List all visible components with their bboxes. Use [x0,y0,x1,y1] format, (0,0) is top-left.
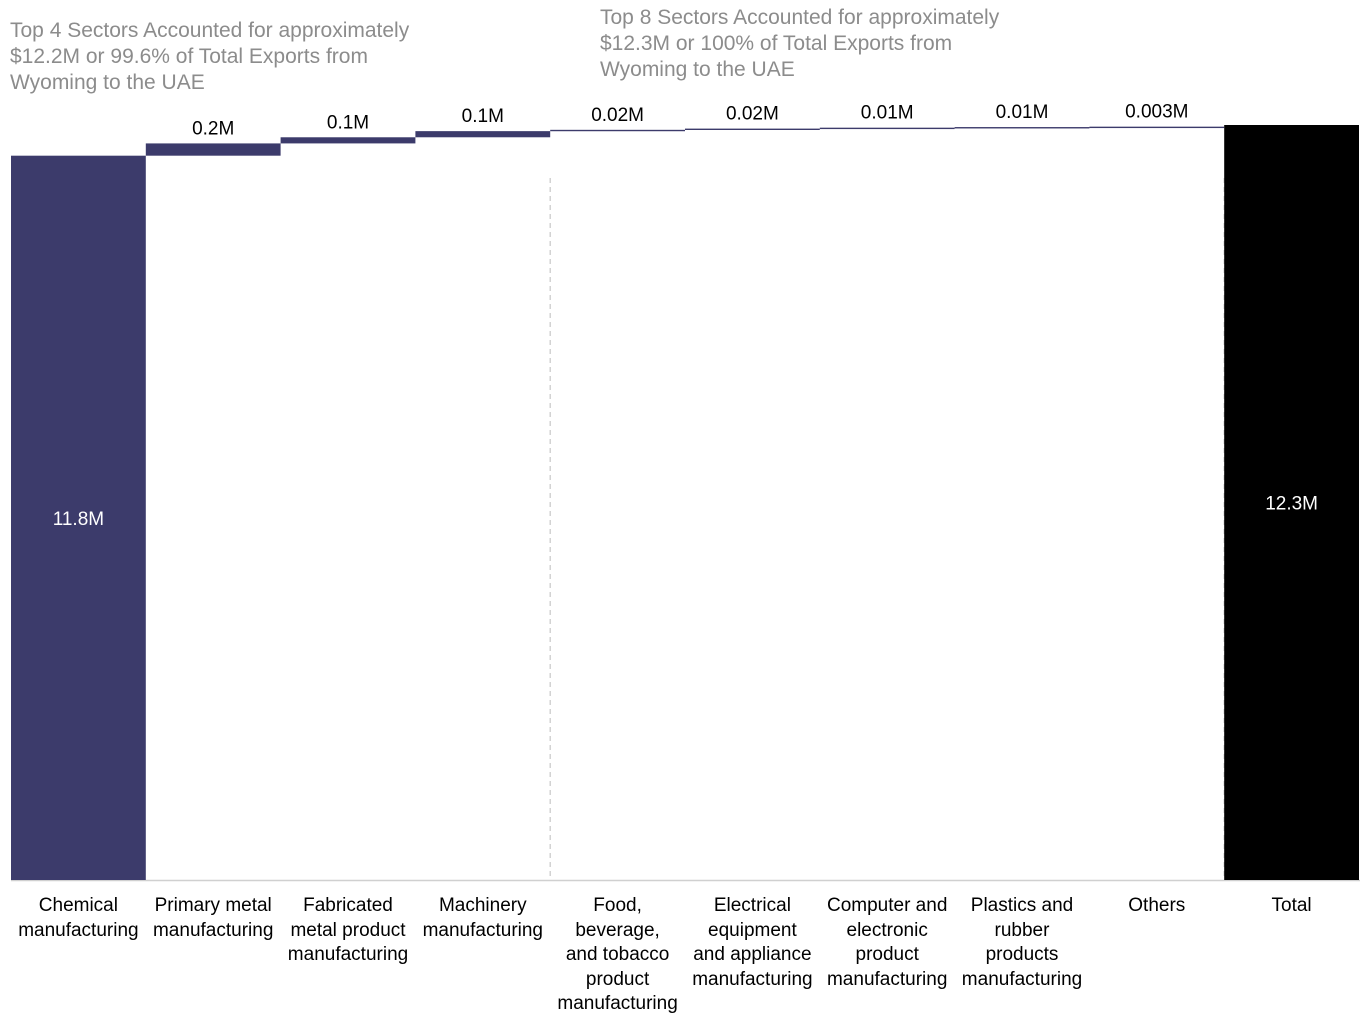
category-label-line: product [585,968,650,990]
category-label-line: Computer and [826,895,948,916]
annotation-line: Top 4 Sectors Accounted for approximatel… [10,19,410,42]
bar-6 [819,127,955,130]
category-label-line: Fabricated [303,895,393,916]
category-label-line: Others [1128,895,1186,916]
annotation-top8: Top 8 Sectors Accounted for approximatel… [600,5,999,83]
value-label-0: 11.8M [53,509,104,530]
bar-3 [415,131,551,138]
bar-4 [550,129,685,132]
category-label-5: Electrical equipment and appliance manufact… [677,894,827,992]
category-label-line: product [855,944,919,965]
category-label-line: manufacturing [287,944,409,965]
category-label-line: Primary metal [154,895,272,916]
bar-total [1224,125,1359,880]
category-label-7: Plastics and rubber products manufacturing [947,894,1097,992]
annotation-line: Top 8 Sectors Accounted for approximatel… [600,6,1000,29]
category-label-3: Machinery manufacturing [408,894,558,943]
category-label-line: manufacturing [422,919,543,941]
bar-1 [145,143,281,156]
annotation-line: $12.2M or 99.6% of Total Exports from [10,45,368,68]
bar-7 [954,127,1090,129]
value-label-7: 0.01M [996,102,1049,123]
category-label-line: Machinery [438,895,527,916]
annotation-line: Wyoming to the UAE [10,71,205,94]
category-label-line: metal product [290,919,406,941]
category-label-line: rubber [994,919,1050,941]
category-label-line: Plastics and [970,895,1074,916]
category-label-line: Food, [593,895,642,916]
annotation-line: Wyoming to the UAE [600,58,795,81]
category-label-line: manufacturing [557,993,678,1014]
category-label-0: Chemical manufacturing [3,894,153,943]
category-label-line: Total [1271,895,1312,916]
category-label-4: Food, beverage, and tobacco product manufact… [543,894,693,1017]
category-label-line: manufacturing [961,968,1083,990]
value-label-1: 0.2M [192,118,234,139]
annotation-line: $12.3M or 100% of Total Exports from [600,32,953,55]
category-label-line: electronic [846,919,928,941]
category-label-8: Others [1082,894,1232,919]
category-label-line: manufacturing [152,919,274,941]
category-label-line: manufacturing [18,919,139,941]
category-label-line: manufacturing [692,968,813,990]
category-label-line: and tobacco [565,944,670,965]
category-label-line: manufacturing [826,968,948,990]
bar-5 [685,128,820,130]
value-label-2: 0.1M [327,112,369,133]
bar-2 [280,137,416,144]
annotation-top4: Top 4 Sectors Accounted for approximatel… [10,18,409,96]
bar-8 [1089,126,1225,129]
category-label-1: Primary metal manufacturing [138,894,288,943]
category-label-line: Electrical [713,895,791,916]
bar-0 [11,155,146,881]
value-label-8: 0.003M [1125,102,1188,123]
value-label-5: 0.02M [726,104,779,125]
value-label-3: 0.1M [462,106,504,127]
value-label-6: 0.01M [861,103,914,124]
category-label-line: equipment [708,919,797,941]
category-label-line: and appliance [693,944,812,965]
category-label-9: Total [1217,894,1360,919]
category-label-6: Computer and electronic product manufacturi… [812,894,962,992]
category-label-line: Chemical [38,895,118,916]
value-label-9: 12.3M [1265,494,1318,515]
category-label-line: beverage, [575,919,660,941]
value-label-4: 0.02M [591,105,644,126]
category-label-line: products [985,944,1059,965]
category-label-2: Fabricated metal product manufacturing [273,894,423,968]
